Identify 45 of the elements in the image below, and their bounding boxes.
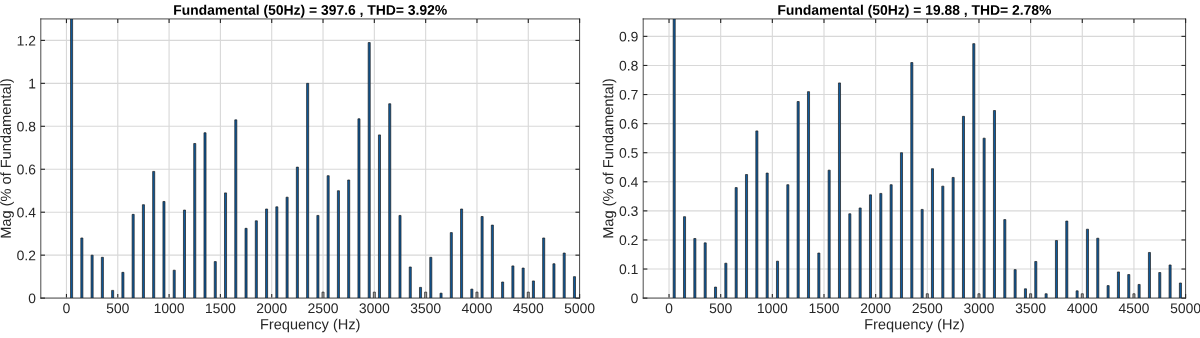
x-tick-label: 5000 bbox=[1170, 303, 1200, 314]
y-tick-label: 1.2 bbox=[17, 35, 36, 46]
y-tick-label: 0.2 bbox=[619, 235, 638, 246]
chart-title: Fundamental (50Hz) = 397.6 , THD= 3.92% bbox=[174, 4, 447, 18]
x-tick-label: 4000 bbox=[1067, 303, 1098, 314]
x-tick-label: 4500 bbox=[513, 303, 544, 314]
x-tick-label: 1000 bbox=[757, 303, 788, 314]
y-tick-label: 0.6 bbox=[619, 118, 638, 129]
x-tick-label: 2500 bbox=[308, 303, 338, 314]
x-tick-label: 5000 bbox=[564, 303, 595, 314]
y-tick-label: 0.2 bbox=[17, 250, 36, 261]
y-tick-label: 0.8 bbox=[619, 60, 638, 71]
y-tick-label: 0.6 bbox=[17, 164, 36, 175]
chart-title: Fundamental (50Hz) = 19.88 , THD= 2.78% bbox=[778, 4, 1052, 18]
x-tick-label: 0 bbox=[63, 303, 70, 314]
y-tick-label: 0.8 bbox=[17, 121, 36, 132]
y-tick-label: 0.1 bbox=[619, 264, 638, 275]
y-tick-label: 0 bbox=[631, 293, 638, 304]
x-tick-label: 2500 bbox=[912, 303, 943, 314]
y-tick-label: 0 bbox=[28, 293, 36, 304]
x-tick-label: 3500 bbox=[410, 303, 441, 314]
x-tick-label: 3500 bbox=[1015, 303, 1046, 314]
x-tick-label: 1500 bbox=[809, 303, 839, 314]
y-axis-title: Mag (% of Fundamental) bbox=[0, 79, 14, 238]
x-tick-label: 4500 bbox=[1118, 303, 1149, 314]
x-tick-label: 500 bbox=[106, 303, 129, 314]
y-tick-label: 0.7 bbox=[619, 89, 638, 100]
x-tick-label: 3000 bbox=[964, 303, 994, 314]
x-tick-label: 2000 bbox=[256, 303, 287, 314]
y-tick-label: 1 bbox=[29, 78, 36, 89]
y-tick-label: 0.3 bbox=[619, 206, 638, 217]
y-tick-label: 0.5 bbox=[619, 148, 638, 158]
y-tick-label: 0.4 bbox=[17, 207, 36, 218]
y-axis-title: Mag (% of Fundamental) bbox=[602, 79, 617, 238]
x-tick-label: 2000 bbox=[860, 303, 891, 314]
y-tick-label: 0.4 bbox=[619, 177, 638, 187]
x-tick-label: 3000 bbox=[359, 303, 390, 314]
x-axis-title: Frequency (Hz) bbox=[261, 318, 360, 333]
x-tick-label: 4000 bbox=[461, 303, 492, 314]
y-tick-label: 0.9 bbox=[619, 31, 638, 42]
x-tick-label: 1000 bbox=[154, 303, 184, 314]
x-tick-label: 500 bbox=[709, 303, 732, 314]
x-tick-label: 1500 bbox=[206, 303, 236, 314]
x-tick-label: 0 bbox=[665, 303, 673, 314]
x-axis-title: Frequency (Hz) bbox=[865, 318, 964, 333]
